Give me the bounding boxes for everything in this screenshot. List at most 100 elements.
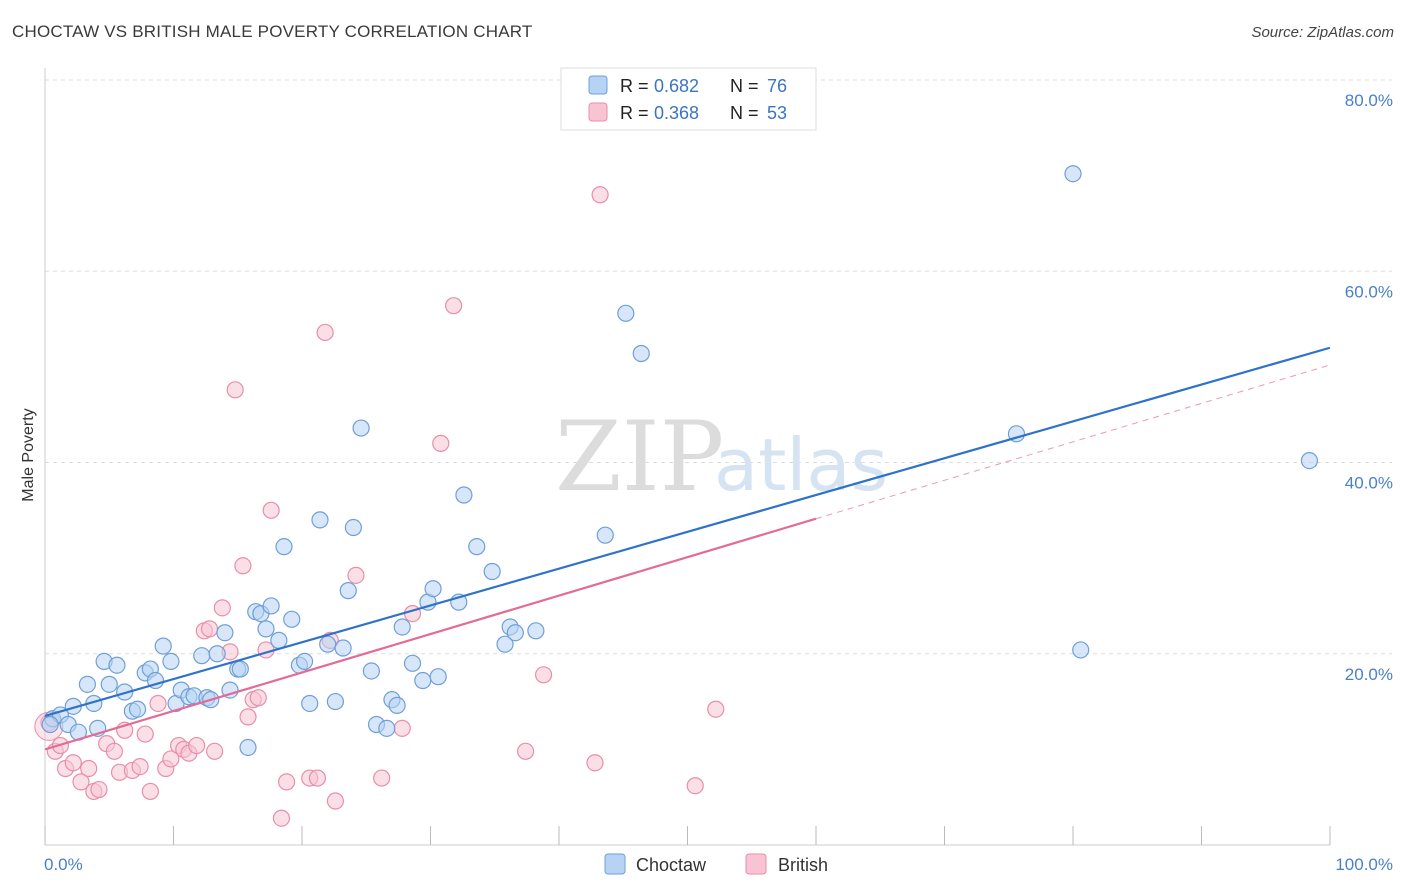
choctaw-point <box>1064 165 1082 183</box>
british-point <box>262 501 280 519</box>
choctaw-point <box>403 654 422 672</box>
legend-r-label: R = <box>620 76 649 96</box>
british-point <box>591 186 609 204</box>
correlation-legend: R = 0.682 N = 76 R = 0.368 N = 53 <box>560 67 817 131</box>
y-tick-label: 20.0% <box>1345 665 1393 684</box>
choctaw-point <box>468 538 486 556</box>
choctaw-point <box>78 675 97 693</box>
choctaw-point <box>108 656 126 674</box>
choctaw-point <box>483 562 501 581</box>
british-point <box>445 297 463 315</box>
choctaw-point <box>1072 641 1090 659</box>
choctaw-point <box>301 694 319 713</box>
british-point <box>136 725 154 743</box>
british-point <box>308 769 327 787</box>
choctaw-point <box>295 652 314 671</box>
british-point <box>234 557 252 575</box>
choctaw-point <box>275 538 293 556</box>
british-point <box>347 566 365 584</box>
y-tick-label: 80.0% <box>1345 91 1393 110</box>
british-point <box>64 754 82 772</box>
british-point <box>226 381 244 399</box>
british-point <box>516 742 535 760</box>
legend-n-value: 53 <box>767 103 787 123</box>
choctaw-point <box>257 620 275 638</box>
british-point <box>686 777 704 795</box>
british-point <box>80 759 98 778</box>
british-trend-line <box>44 517 817 751</box>
choctaw-point <box>378 719 396 737</box>
british-point <box>534 666 553 684</box>
legend-swatch-british <box>588 102 608 122</box>
british-point <box>72 773 90 791</box>
british-point <box>213 599 231 617</box>
choctaw-point <box>506 624 524 642</box>
british-point <box>373 769 391 787</box>
british-point <box>162 750 180 768</box>
choctaw-point <box>496 635 514 653</box>
choctaw-point <box>1300 451 1319 470</box>
source-label: Source: ZipAtlas.com <box>1251 24 1394 41</box>
british-point <box>105 742 123 760</box>
legend-r-value: 0.682 <box>654 76 699 96</box>
british-point <box>149 694 167 713</box>
choctaw-point <box>455 486 473 504</box>
choctaw-point <box>270 631 288 649</box>
choctaw-point <box>527 622 545 640</box>
choctaw-point <box>319 635 337 653</box>
bottom-legend-swatch-choctaw <box>604 853 626 875</box>
british-point <box>707 700 725 718</box>
y-tick-label: 40.0% <box>1345 474 1393 493</box>
choctaw-point <box>393 618 411 636</box>
british-point <box>326 792 345 810</box>
british-point <box>131 757 149 776</box>
choctaw-point <box>362 662 380 680</box>
choctaw-point <box>414 671 432 690</box>
x-tick-label: 100.0% <box>1335 855 1393 874</box>
british-point <box>393 719 411 737</box>
x-tick-label: 0.0% <box>44 855 83 874</box>
choctaw-point <box>326 692 345 711</box>
choctaw-point <box>231 660 249 678</box>
british-point <box>249 689 267 707</box>
choctaw-point <box>154 637 172 655</box>
bottom-legend-choctaw: Choctaw <box>636 855 707 875</box>
british-point <box>90 780 108 799</box>
choctaw-point <box>344 518 362 537</box>
choctaw-point <box>262 597 280 615</box>
choctaw-point <box>239 738 257 757</box>
choctaw-point <box>424 580 442 598</box>
choctaw-point <box>352 419 370 437</box>
choctaw-point <box>311 511 329 529</box>
choctaw-point <box>283 610 301 628</box>
watermark-atlas: atlas <box>714 423 888 507</box>
choctaw-point <box>632 344 650 363</box>
british-point <box>206 742 224 760</box>
choctaw-trend-line <box>44 346 1331 717</box>
tick-labels: 20.0% 40.0% 60.0% 80.0% 0.0% 100.0% <box>44 91 1393 874</box>
legend-swatch-choctaw <box>588 75 608 95</box>
choctaw-point <box>41 715 59 734</box>
british-trend-line-extension <box>815 364 1331 520</box>
british-point <box>141 782 159 801</box>
legend-n-label: N = <box>730 76 759 96</box>
chart-title: CHOCTAW VS BRITISH MALE POVERTY CORRELAT… <box>12 22 533 41</box>
british-point <box>316 323 334 342</box>
legend-r-label: R = <box>620 103 649 123</box>
choctaw-point <box>339 582 357 600</box>
watermark: ZIP atlas <box>555 401 888 513</box>
axes <box>44 68 1331 846</box>
choctaw-point <box>388 696 406 714</box>
british-point <box>586 754 604 772</box>
choctaw-point <box>334 639 352 657</box>
choctaw-point <box>162 652 180 671</box>
choctaw-point <box>617 304 635 322</box>
series-legend: Choctaw British <box>604 853 828 875</box>
british-point <box>432 434 450 452</box>
legend-r-value: 0.368 <box>654 103 699 123</box>
british-point <box>200 620 219 638</box>
choctaw-point <box>429 668 447 686</box>
bottom-legend-swatch-british <box>745 853 767 875</box>
choctaw-point <box>193 647 211 665</box>
choctaw-point <box>100 675 118 693</box>
